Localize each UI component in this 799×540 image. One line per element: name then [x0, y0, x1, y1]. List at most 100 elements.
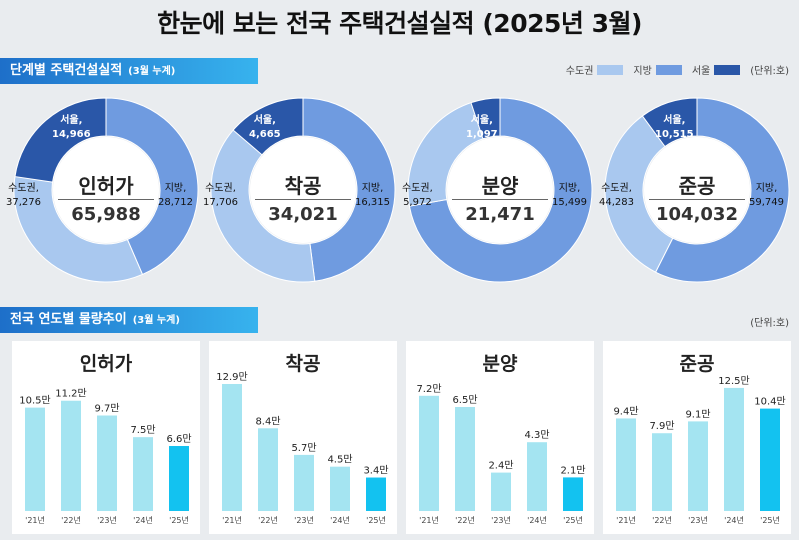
label-metro-permits: 수도권, 37,276 — [6, 183, 41, 208]
bar-svg: 10.5만 '21년 11.2만 '22년 9.7만 '23년 7.5만 '24년 6.6만 '2… — [19, 388, 191, 525]
x-tick-label: '24년 — [133, 515, 153, 525]
donut-hole — [250, 137, 356, 243]
unit-label: (단위:호) — [750, 318, 789, 329]
bar-value-label: 6.6만 — [166, 433, 191, 445]
slice-local — [105, 97, 199, 276]
bar-value-label: 4.3만 — [524, 429, 549, 441]
label-local-permits: 지방, 28,712 — [158, 183, 193, 208]
donut-chart-sales: 서울, 1,097 수도권, 5,972 지방, 15,499 분양 21,471 — [402, 82, 594, 290]
bar-value-label: 9.7만 — [94, 402, 119, 414]
bar — [491, 472, 511, 511]
bar — [563, 477, 583, 511]
donut-total: 65,988 — [71, 204, 141, 225]
panel-title: 준공 — [679, 353, 715, 375]
bar — [724, 387, 744, 511]
x-tick-label: '24년 — [527, 515, 547, 525]
donut-total: 21,471 — [465, 204, 535, 225]
legend-swatch-local — [655, 64, 682, 75]
label-local-sales: 지방, 15,499 — [552, 183, 587, 208]
slice-seoul — [641, 97, 698, 148]
center-divider — [649, 199, 745, 200]
center-divider — [452, 199, 548, 200]
label-local-completions: 지방, 59,749 — [749, 183, 784, 208]
x-tick-label: '24년 — [330, 515, 350, 525]
legend-swatch-metro — [597, 64, 624, 75]
donut-total: 104,032 — [656, 204, 738, 225]
x-tick-label: '23년 — [97, 515, 117, 525]
bar-value-label: 12.9만 — [216, 371, 247, 383]
panel-title: 인허가 — [79, 353, 133, 375]
bar-value-label: 12.5만 — [718, 375, 749, 387]
bar — [169, 446, 189, 511]
panel-title: 착공 — [285, 353, 321, 375]
donut-svg — [407, 97, 593, 283]
slice-seoul — [232, 97, 304, 156]
donut-chart-permits: 서울, 14,966 수도권, 37,276 지방, 28,712 인허가 65,98… — [6, 82, 200, 290]
donut-chart-starts: 서울, 4,665 수도권, 17,706 지방, 16,315 착공 34,021 — [203, 82, 397, 290]
bar — [366, 477, 386, 511]
center-divider — [255, 199, 351, 200]
bar-value-label: 11.2만 — [55, 388, 86, 400]
bar — [688, 421, 708, 511]
bar-value-label: 10.5만 — [19, 395, 50, 407]
bar-value-label: 4.5만 — [327, 454, 352, 466]
bar-svg: 12.9만 '21년 8.4만 '22년 5.7만 '23년 4.5만 '24년 3.4만 '25… — [216, 371, 388, 525]
label-seoul-permits: 서울, 14,966 — [52, 115, 91, 140]
bar-value-label: 10.4만 — [754, 396, 785, 408]
bar — [527, 442, 547, 511]
x-tick-label: '21년 — [222, 515, 242, 525]
x-tick-label: '22년 — [61, 515, 81, 525]
donut-title: 분양 — [481, 174, 519, 198]
bar-value-label: 7.5만 — [130, 424, 155, 436]
center-divider — [58, 199, 154, 200]
bar-value-label: 8.4만 — [255, 415, 280, 427]
x-tick-label: '25년 — [366, 515, 386, 525]
legend-label-local: 지방 — [633, 66, 652, 77]
bar-value-label: 5.7만 — [291, 442, 316, 454]
legend-swatch-seoul — [714, 64, 741, 75]
bar-value-label: 7.2만 — [416, 383, 441, 395]
bar — [760, 408, 780, 511]
bar-svg: 9.4만 '21년 7.9만 '22년 9.1만 '23년 12.5만 '24년 10.4만 '2… — [613, 375, 785, 525]
x-tick-label: '21년 — [25, 515, 45, 525]
bar — [61, 400, 81, 511]
x-tick-label: '22년 — [652, 515, 672, 525]
donut-hole — [447, 137, 553, 243]
bar-value-label: 2.1만 — [560, 464, 585, 476]
x-tick-label: '21년 — [419, 515, 439, 525]
slice-local — [302, 97, 396, 282]
label-seoul-sales: 서울, 1,097 — [466, 115, 498, 140]
donut-svg — [13, 97, 199, 283]
section-title: 단계별 주택건설실적 — [10, 63, 123, 78]
donut-svg — [210, 97, 396, 283]
x-tick-label: '22년 — [455, 515, 475, 525]
x-tick-label: '23년 — [491, 515, 511, 525]
bar — [222, 383, 242, 511]
label-seoul-starts: 서울, 4,665 — [249, 115, 281, 140]
slice-seoul — [470, 97, 501, 140]
donut-title: 착공 — [284, 174, 322, 198]
bar — [652, 433, 672, 511]
donut-title: 준공 — [678, 174, 716, 198]
bar-svg: 7.2만 '21년 6.5만 '22년 2.4만 '23년 4.3만 '24년 2.1만 '25년 — [416, 383, 585, 525]
bar-value-label: 6.5만 — [452, 394, 477, 406]
bar-value-label: 7.9만 — [649, 420, 674, 432]
x-tick-label: '25년 — [169, 515, 189, 525]
section-title: 전국 연도별 물량추이 — [10, 312, 127, 327]
label-metro-starts: 수도권, 17,706 — [203, 183, 238, 208]
section-banner-stages: 단계별 주택건설실적 (3월 누계) — [0, 58, 258, 84]
x-tick-label: '23년 — [294, 515, 314, 525]
label-metro-completions: 수도권, 44,283 — [599, 183, 634, 208]
x-tick-label: '24년 — [724, 515, 744, 525]
donut-chart-completions: 서울, 10,515 수도권, 44,283 지방, 59,749 준공 104,03… — [599, 82, 791, 290]
bar — [419, 395, 439, 511]
bar — [25, 407, 45, 511]
bar — [616, 418, 636, 511]
bar-value-label: 9.1만 — [685, 408, 710, 420]
bar — [133, 437, 153, 511]
x-tick-label: '25년 — [760, 515, 780, 525]
section-banner-trend: 전국 연도별 물량추이 (3월 누계) — [0, 307, 258, 333]
bar — [294, 454, 314, 511]
x-tick-label: '21년 — [616, 515, 636, 525]
bar — [97, 415, 117, 511]
